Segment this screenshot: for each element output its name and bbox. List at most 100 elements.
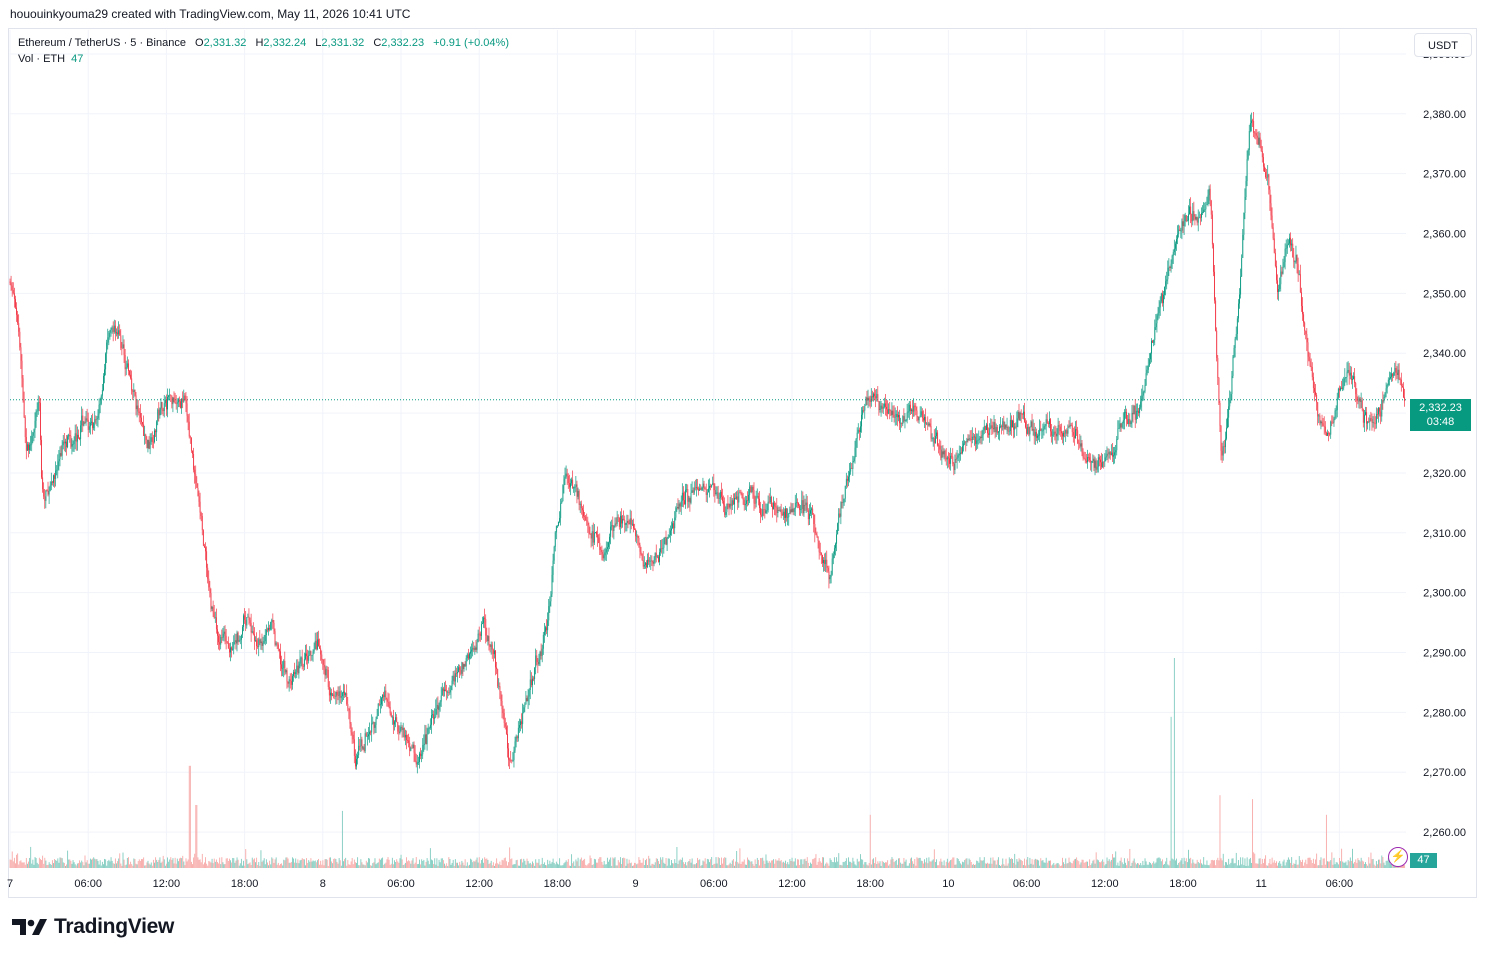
candle-body (404, 734, 406, 738)
volume-bar (634, 862, 636, 868)
open-value: 2,331.32 (203, 37, 247, 49)
candle-body (1064, 432, 1066, 434)
volume-bar (202, 864, 204, 868)
volume-bar (605, 864, 607, 868)
volume-bar (458, 865, 460, 868)
candle-body (24, 417, 26, 438)
candle-body (1113, 455, 1114, 457)
candle-body (262, 643, 264, 646)
candle-body (701, 487, 703, 490)
candle-body (415, 761, 417, 765)
volume-bar (515, 860, 517, 868)
volume-bar (407, 861, 409, 868)
volume-bar (546, 865, 548, 868)
symbol-name[interactable]: Ethereum / TetherUS · 5 · Binance (18, 37, 186, 49)
volume-bar (822, 857, 823, 868)
candle-body (929, 423, 931, 427)
candle-body (1259, 137, 1261, 146)
volume-bar (1174, 860, 1176, 868)
candle-body (604, 552, 606, 556)
volume-bar (980, 860, 982, 868)
candle-body (32, 432, 34, 436)
candle-body (307, 656, 309, 661)
candle-body (798, 502, 800, 506)
volume-bar (1335, 862, 1337, 868)
volume-bar (523, 858, 525, 868)
volume-bar (510, 859, 512, 868)
volume-bar (1053, 862, 1055, 868)
candle-body (1396, 372, 1398, 376)
volume-bar (213, 858, 215, 868)
candle-body (1206, 204, 1208, 205)
candle-body (741, 493, 743, 499)
candle-body (648, 559, 650, 562)
candle-body (1188, 214, 1189, 221)
candle-body (487, 636, 489, 642)
volume-bar (984, 863, 986, 868)
volume-bar (204, 862, 205, 868)
candle-body (490, 644, 492, 647)
lightning-icon[interactable]: ⚡ (1388, 847, 1408, 867)
volume-bar (38, 857, 40, 868)
candle-body (905, 420, 907, 421)
volume-bar (1037, 859, 1038, 868)
candle-body (703, 483, 705, 489)
candle-body (551, 574, 553, 595)
volume-value: 47 (71, 53, 84, 65)
volume-bar (819, 861, 821, 868)
high-value: 2,332.24 (263, 37, 307, 49)
tradingview-brand[interactable]: TradingView (12, 914, 174, 940)
candle-body (651, 560, 653, 563)
candle-body (540, 651, 542, 656)
candle-body (82, 415, 84, 426)
candle-body (1226, 427, 1227, 439)
volume-bar (1372, 858, 1374, 868)
candle-body (491, 644, 493, 650)
volume-bar (437, 865, 439, 868)
volume-label[interactable]: Vol · ETH (18, 53, 66, 65)
candle-body (348, 708, 350, 711)
volume-bar (787, 862, 789, 868)
volume-bar (501, 859, 503, 868)
candle-body (1382, 400, 1384, 402)
volume-bar (350, 861, 352, 868)
time-tick-10: 12:00 (778, 878, 806, 890)
price-tick-11: 2,370.00 (1423, 169, 1466, 181)
candle-body (740, 492, 742, 494)
candle-body (1255, 133, 1257, 136)
currency-unit-button[interactable]: USDT (1414, 33, 1472, 57)
volume-bar (1159, 858, 1161, 868)
volume-bar (959, 863, 961, 868)
volume-bar (919, 857, 921, 868)
volume-bar (1015, 864, 1017, 868)
candle-body (635, 529, 637, 537)
time-tick-12: 10 (942, 878, 954, 890)
candle-body (615, 523, 617, 525)
volume-bar (58, 862, 60, 868)
volume-bar (752, 863, 754, 868)
candle-body (84, 422, 86, 423)
volume-bar (1369, 863, 1371, 868)
volume-bar (1033, 859, 1035, 868)
candle-body (982, 430, 984, 436)
volume-bar (825, 863, 827, 868)
volume-bar (277, 862, 279, 868)
candle-body (413, 744, 415, 753)
volume-bar (728, 864, 730, 868)
volume-bar (121, 865, 123, 868)
close-value: 2,332.23 (381, 37, 425, 49)
volume-bar (1198, 863, 1200, 868)
volume-bar (338, 858, 340, 868)
volume-bar (1230, 862, 1232, 868)
candle-body (434, 716, 436, 719)
candle-body (1243, 212, 1245, 235)
candle-body (714, 490, 716, 494)
candle-body (649, 561, 651, 562)
candle-body (127, 363, 129, 371)
volume-bar (1380, 863, 1382, 868)
volume-bar (183, 861, 185, 868)
volume-bar (699, 859, 701, 868)
volume-bar (836, 857, 838, 868)
volume-bar (1160, 861, 1162, 868)
